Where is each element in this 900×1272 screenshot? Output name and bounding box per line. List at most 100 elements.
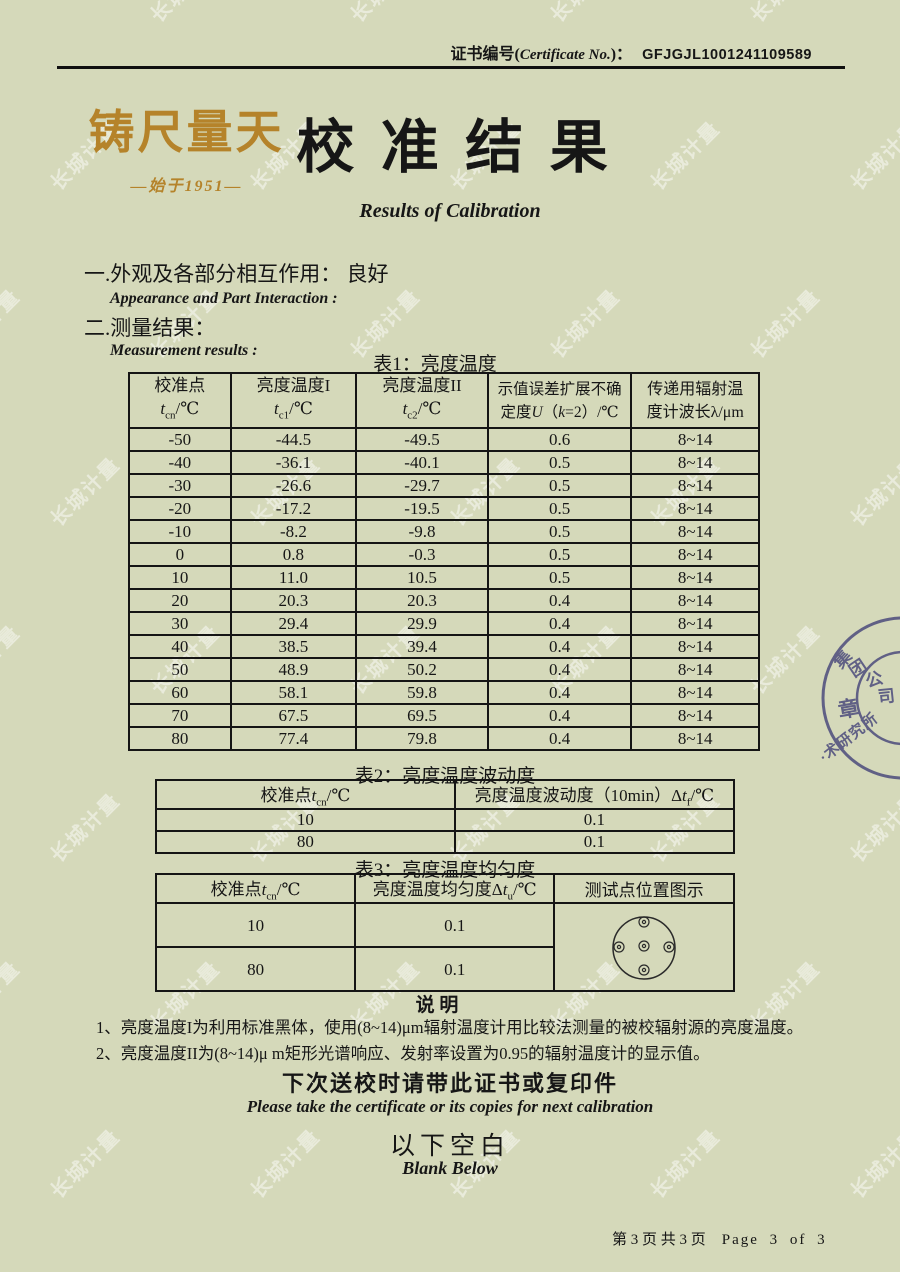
table-cell: 8~14 xyxy=(630,519,760,545)
table-cell: 10 xyxy=(154,902,357,949)
col-fluctuation: 亮度温度波动度（10min）Δtf/℃ xyxy=(453,778,736,811)
logo-since-1951: —始于1951— xyxy=(130,178,243,195)
table-cell: 0.8 xyxy=(229,542,358,568)
table-cell: -10 xyxy=(128,519,232,545)
table-cell: -49.5 xyxy=(355,427,489,453)
table-cell: 0.1 xyxy=(453,830,736,855)
table-cell: 8~14 xyxy=(630,680,760,706)
table2-header-row: 校准点tcn/℃ 亮度温度波动度（10min）Δtf/℃ xyxy=(155,778,736,811)
page-subtitle: Results of Calibration xyxy=(359,200,541,222)
svg-text:司: 司 xyxy=(877,686,896,707)
cert-label-zh: 证书编号( xyxy=(450,46,520,63)
certificate-number: GFJGJL1001241109589 xyxy=(642,47,812,63)
table-cell: 79.8 xyxy=(355,726,489,752)
table-cell: -50 xyxy=(128,427,232,453)
table-cell: 40 xyxy=(128,634,232,660)
table-cell: 8~14 xyxy=(630,473,760,499)
table-cell: -29.7 xyxy=(355,473,489,499)
table-cell: 48.9 xyxy=(229,657,358,683)
table-cell: 0.4 xyxy=(486,726,633,752)
blank-below: 以下空白 xyxy=(389,1133,510,1160)
table-cell: 0 xyxy=(128,542,232,568)
table-cell: 0.4 xyxy=(486,611,633,637)
test-points-diagram xyxy=(553,902,735,993)
official-seal-stamp: 集 团 公 司 章 ·术研究所 xyxy=(815,616,900,780)
next-calibration-notice-en: Please take the certificate or its copie… xyxy=(246,1097,654,1116)
table-cell: 69.5 xyxy=(355,703,489,729)
page-number-zh: 第 3 页 共 3 页 xyxy=(612,1232,706,1248)
table-cell: 8~14 xyxy=(630,657,760,683)
table1-body: -50 -44.5 -49.5 0.6 8~14 -40 -36.1 -40.1 0.5 8~14… xyxy=(128,427,760,752)
table-cell: 38.5 xyxy=(229,634,358,660)
table-cell: 30 xyxy=(128,611,232,637)
col-cal-point: 校准点 tcn/℃ xyxy=(128,371,232,430)
table-row: 60 58.1 59.8 0.4 8~14 xyxy=(128,680,760,706)
table-cell: 0.4 xyxy=(486,657,633,683)
table-cell: -9.8 xyxy=(355,519,489,545)
section2-heading: 二.测量结果： xyxy=(84,316,216,340)
table-row: 80 0.1 xyxy=(154,946,734,993)
table-cell: 0.5 xyxy=(486,542,633,568)
table-cell: 0.5 xyxy=(486,450,633,476)
col-cal-point: 校准点tcn/℃ xyxy=(155,778,456,811)
table-row: 10 11.0 10.5 0.5 8~14 xyxy=(128,565,760,591)
page-number-en: Page 3 of 3 xyxy=(721,1232,827,1248)
col-radiation-wavelength: 传递用辐射温 度计波长λ/μm xyxy=(630,371,760,430)
table-cell: 8~14 xyxy=(630,611,760,637)
table-cell: 8~14 xyxy=(630,565,760,591)
header-rule xyxy=(57,66,845,69)
logo: 铸尺量天 —始于1951— xyxy=(84,96,289,196)
note-2: 2、亮度温度II为(8~14)μ m矩形光谱响应、发射率设置为0.95的辐射温度… xyxy=(96,1044,710,1063)
table-cell: 8~14 xyxy=(630,496,760,522)
table-cell: 80 xyxy=(154,946,357,993)
table-cell: 59.8 xyxy=(355,680,489,706)
table-cell: -40 xyxy=(128,450,232,476)
section2-heading-en: Measurement results : xyxy=(110,342,258,359)
table-cell: 29.4 xyxy=(229,611,358,637)
blank-below-en: Blank Below xyxy=(402,1158,498,1178)
table-brightness-temperature: 校准点 tcn/℃ 亮度温度I tc1/℃ 亮度温度II tc2/℃ 示值误差扩… xyxy=(128,371,760,752)
table-cell: 10.5 xyxy=(355,565,489,591)
table1-header-row: 校准点 tcn/℃ 亮度温度I tc1/℃ 亮度温度II tc2/℃ 示值误差扩… xyxy=(128,371,760,430)
table-cell: 8~14 xyxy=(630,588,760,614)
certificate-number-line: 证书编号(Certificate No.)： GFJGJL100124110958… xyxy=(0,40,812,64)
table-row: -40 -36.1 -40.1 0.5 8~14 xyxy=(128,450,760,476)
next-calibration-notice: 下次送校时请带此证书或复印件 xyxy=(281,1071,618,1096)
table-cell: 8~14 xyxy=(630,542,760,568)
col-brightness-temp-2: 亮度温度II tc2/℃ xyxy=(355,371,489,430)
table-cell: 20.3 xyxy=(229,588,358,614)
table1-caption: 表1：亮度温度 xyxy=(373,354,497,375)
table-cell: 39.4 xyxy=(355,634,489,660)
table-row: -30 -26.6 -29.7 0.5 8~14 xyxy=(128,473,760,499)
table-cell: 0.5 xyxy=(486,473,633,499)
table-row: -20 -17.2 -19.5 0.5 8~14 xyxy=(128,496,760,522)
table-cell: 70 xyxy=(128,703,232,729)
table-cell: 10 xyxy=(128,565,232,591)
table-cell: -19.5 xyxy=(355,496,489,522)
test-points-diagram-icon xyxy=(612,916,676,981)
table-cell: -0.3 xyxy=(355,542,489,568)
table-cell: 0.4 xyxy=(486,703,633,729)
table-cell: 11.0 xyxy=(229,565,358,591)
table-cell: -30 xyxy=(128,473,232,499)
table-cell: 29.9 xyxy=(355,611,489,637)
section1-heading: 一.外观及各部分相互作用： 良好 xyxy=(84,262,389,286)
table3-header-row: 校准点tcn/℃ 亮度温度均匀度Δtu/℃ 测试点位置图示 xyxy=(154,872,735,905)
table-row: 10 0.1 xyxy=(155,808,736,833)
table-cell: 0.4 xyxy=(486,634,633,660)
table-cell: -40.1 xyxy=(355,450,489,476)
table-cell: -8.2 xyxy=(229,519,358,545)
table-cell: 8~14 xyxy=(630,427,760,453)
page-title: 校 准 结 果 xyxy=(296,115,614,180)
col-uniformity: 亮度温度均匀度Δtu/℃ xyxy=(354,872,556,905)
table-uniformity: 校准点tcn/℃ 亮度温度均匀度Δtu/℃ 测试点位置图示 10 0.1 xyxy=(154,872,735,993)
table-cell: 8~14 xyxy=(630,703,760,729)
table-cell: -44.5 xyxy=(229,427,358,453)
table-row: 40 38.5 39.4 0.4 8~14 xyxy=(128,634,760,660)
table-cell: 0.1 xyxy=(354,902,556,949)
svg-text:公: 公 xyxy=(863,668,885,691)
table-cell: -17.2 xyxy=(229,496,358,522)
table-cell: 0.4 xyxy=(486,680,633,706)
